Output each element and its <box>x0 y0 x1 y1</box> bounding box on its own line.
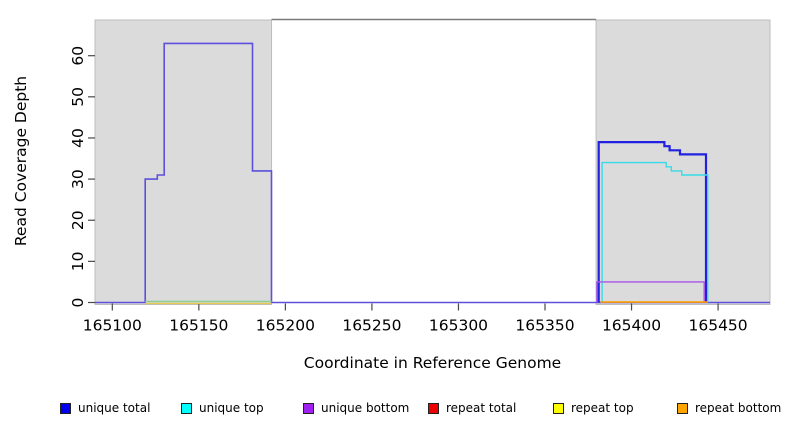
series-unique-total-left-and-baseline <box>95 42 770 304</box>
y-axis-title: Read Coverage Depth <box>12 75 30 247</box>
y-tick-label: 20 <box>69 210 87 230</box>
series-unique-bottom-right <box>596 281 705 303</box>
legend-item-unique-total: unique total <box>60 398 150 418</box>
y-tick-label: 10 <box>69 251 87 271</box>
y-tick-label: 30 <box>69 169 87 189</box>
legend-label: repeat bottom <box>695 401 782 415</box>
legend-item-repeat-top: repeat top <box>553 398 634 418</box>
x-tick-label: 165200 <box>256 317 315 335</box>
legend-label: unique top <box>199 401 264 415</box>
covered-region-left <box>94 19 273 305</box>
y-tick-label: 0 <box>69 298 87 308</box>
x-tick-label: 165250 <box>342 317 401 335</box>
repeat-bottom-swatch-icon <box>677 402 688 414</box>
legend-label: repeat top <box>571 401 634 415</box>
x-tick-label: 165300 <box>429 317 488 335</box>
y-tick-label: 40 <box>69 128 87 148</box>
legend: unique total unique top unique bottom re… <box>0 398 792 422</box>
x-tick-label: 165100 <box>83 317 142 335</box>
x-tick-label: 165400 <box>602 317 661 335</box>
x-tick-label: 165150 <box>169 317 228 335</box>
series-unique-total-right <box>597 141 708 303</box>
legend-item-unique-top: unique top <box>181 398 264 418</box>
x-tick-label: 165450 <box>688 317 747 335</box>
x-tick-label: 165350 <box>515 317 574 335</box>
unique-top-swatch-icon <box>181 402 192 414</box>
legend-label: repeat total <box>446 401 517 415</box>
unique-total-swatch-icon <box>60 402 71 414</box>
legend-item-unique-bottom: unique bottom <box>303 398 409 418</box>
legend-label: unique bottom <box>321 401 410 415</box>
legend-item-repeat-total: repeat total <box>428 398 516 418</box>
unique-bottom-swatch-icon <box>303 402 314 414</box>
legend-item-repeat-bottom: repeat bottom <box>677 398 781 418</box>
series-unique-top-right <box>601 161 709 303</box>
y-tick-label: 60 <box>69 46 87 66</box>
repeat-total-swatch-icon <box>428 402 439 414</box>
x-axis-title: Coordinate in Reference Genome <box>303 354 562 372</box>
y-tick-label: 50 <box>69 87 87 107</box>
repeat-top-swatch-icon <box>553 402 564 414</box>
legend-label: unique total <box>78 401 151 415</box>
